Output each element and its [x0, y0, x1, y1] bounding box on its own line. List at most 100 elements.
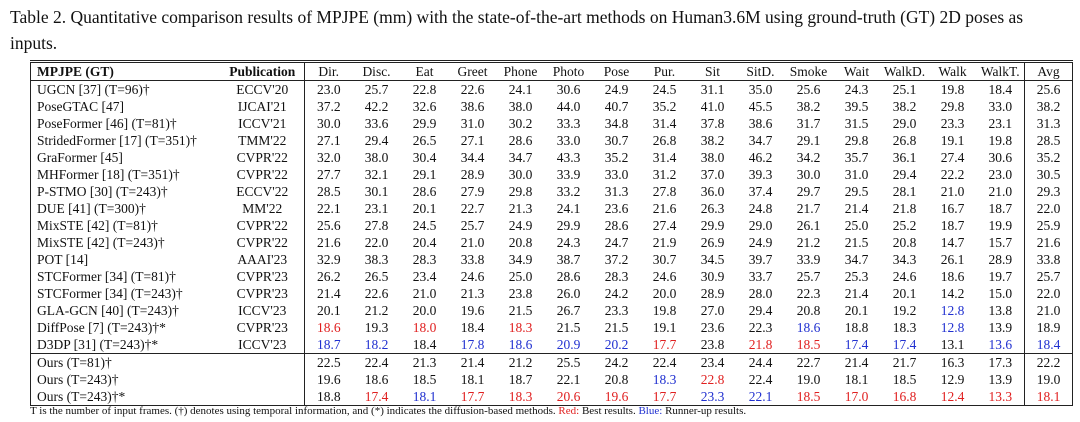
value-cell: 13.3	[988, 389, 1013, 404]
method-cell: MixSTE [42] (T=243)†	[37, 235, 165, 250]
value-cell: 19.1	[940, 133, 965, 148]
value-cell: 23.1	[364, 201, 389, 216]
value-cell: 21.6	[316, 235, 341, 250]
table-row: POT [14] AAAI'23 32.9 38.3 28.3 33.8 34.9 38.7 3…	[31, 251, 1073, 268]
table-row: GLA-GCN [40] (T=243)† ICCV'23 20.1 21.2 20.0…	[31, 302, 1073, 319]
table-row: GraFormer [45] CVPR'22 32.0 38.0 30.4 34.4 34.…	[31, 149, 1073, 166]
value-cell: 13.1	[940, 337, 965, 352]
value-cell: 20.1	[892, 286, 917, 301]
value-cell: 27.1	[460, 133, 485, 148]
value-cell: 29.0	[892, 116, 917, 131]
value-cell: 33.0	[988, 99, 1013, 114]
value-cell: 29.0	[748, 218, 773, 233]
value-cell: 26.1	[940, 252, 965, 267]
value-cell: 32.1	[364, 167, 389, 182]
publication-cell: ICCV'21	[220, 115, 305, 132]
value-cell: 27.4	[940, 150, 965, 165]
value-cell: 19.8	[988, 133, 1013, 148]
publication-cell: ECCV'22	[220, 183, 305, 200]
value-cell: 29.1	[412, 167, 437, 182]
value-cell: 22.1	[556, 372, 581, 387]
value-cell: 31.7	[796, 116, 821, 131]
value-cell: 16.7	[940, 201, 965, 216]
value-cell: 31.1	[700, 82, 725, 97]
value-cell: 21.0	[988, 184, 1013, 199]
table-row: Ours (T=243)† 19.6 18.6 18.5 18.1 18.7 22.1 20.…	[31, 371, 1073, 388]
value-cell: 17.4	[844, 337, 869, 352]
value-cell: 34.3	[892, 252, 917, 267]
value-cell: 14.7	[940, 235, 965, 250]
value-cell: 22.5	[316, 355, 341, 370]
value-cell: 18.2	[364, 337, 389, 352]
value-cell: 34.8	[604, 116, 629, 131]
value-cell: 18.1	[1024, 388, 1073, 406]
publication-cell: CVPR'22	[220, 217, 305, 234]
value-cell: 27.9	[460, 184, 485, 199]
value-cell: 19.0	[796, 372, 821, 387]
value-cell: 18.1	[412, 389, 437, 404]
value-cell: 35.2	[1024, 149, 1073, 166]
value-cell: 30.0	[796, 167, 821, 182]
value-cell: 28.6	[556, 269, 581, 284]
value-cell: 35.7	[844, 150, 869, 165]
method-cell: GLA-GCN [40] (T=243)†	[37, 303, 179, 318]
value-cell: 30.0	[508, 167, 533, 182]
value-cell: 30.0	[316, 116, 341, 131]
method-cell: Ours (T=81)†	[37, 355, 112, 370]
value-cell: 13.9	[988, 372, 1013, 387]
value-cell: 24.9	[748, 235, 773, 250]
value-cell: 18.1	[844, 372, 869, 387]
value-cell: 19.6	[460, 303, 485, 318]
value-cell: 28.9	[460, 167, 485, 182]
value-cell: 22.0	[1024, 285, 1073, 302]
value-cell: 26.2	[316, 269, 341, 284]
value-cell: 19.8	[940, 82, 965, 97]
value-cell: 18.5	[796, 337, 821, 352]
value-cell: 23.8	[700, 337, 725, 352]
value-cell: 26.7	[556, 303, 581, 318]
best-label: Red:	[558, 405, 580, 417]
value-cell: 21.5	[556, 320, 581, 335]
value-cell: 19.7	[988, 269, 1013, 284]
value-cell: 26.8	[652, 133, 677, 148]
publication-cell: CVPR'23	[220, 268, 305, 285]
value-cell: 24.6	[892, 269, 917, 284]
value-cell: 33.7	[748, 269, 773, 284]
value-cell: 19.6	[316, 372, 341, 387]
value-cell: 28.6	[412, 184, 437, 199]
value-cell: 18.0	[412, 320, 437, 335]
value-cell: 31.5	[844, 116, 869, 131]
value-cell: 33.3	[556, 116, 581, 131]
publication-cell: ICCV'23	[220, 336, 305, 354]
header-cell: Pose	[603, 64, 630, 79]
value-cell: 22.8	[700, 372, 725, 387]
publication-cell: CVPR'23	[220, 319, 305, 336]
value-cell: 18.4	[1024, 336, 1073, 354]
value-cell: 23.6	[604, 201, 629, 216]
value-cell: 17.7	[460, 389, 485, 404]
table-row: MixSTE [42] (T=243)† CVPR'22 21.6 22.0 20.4 2…	[31, 234, 1073, 251]
value-cell: 26.9	[700, 235, 725, 250]
value-cell: 38.2	[1024, 98, 1073, 115]
value-cell: 46.2	[748, 150, 773, 165]
value-cell: 17.3	[988, 355, 1013, 370]
caption: Table 2. Quantitative comparison results…	[10, 7, 1024, 53]
value-cell: 25.0	[844, 218, 869, 233]
value-cell: 24.6	[460, 269, 485, 284]
table-row: PoseFormer [46] (T=81)† ICCV'21 30.0 33.6 29…	[31, 115, 1073, 132]
value-cell: 20.8	[508, 235, 533, 250]
header-cell: WalkD.	[883, 64, 926, 79]
value-cell: 34.7	[748, 133, 773, 148]
value-cell: 28.6	[604, 218, 629, 233]
value-cell: 27.0	[700, 303, 725, 318]
value-cell: 34.5	[700, 252, 725, 267]
method-cell: GraFormer [45]	[37, 150, 123, 165]
value-cell: 29.4	[364, 133, 389, 148]
value-cell: 36.1	[892, 150, 917, 165]
value-cell: 21.4	[316, 286, 341, 301]
value-cell: 21.4	[844, 201, 869, 216]
value-cell: 20.0	[652, 286, 677, 301]
table-row: MixSTE [42] (T=81)† CVPR'22 25.6 27.8 24.5 25…	[31, 217, 1073, 234]
value-cell: 20.8	[796, 303, 821, 318]
